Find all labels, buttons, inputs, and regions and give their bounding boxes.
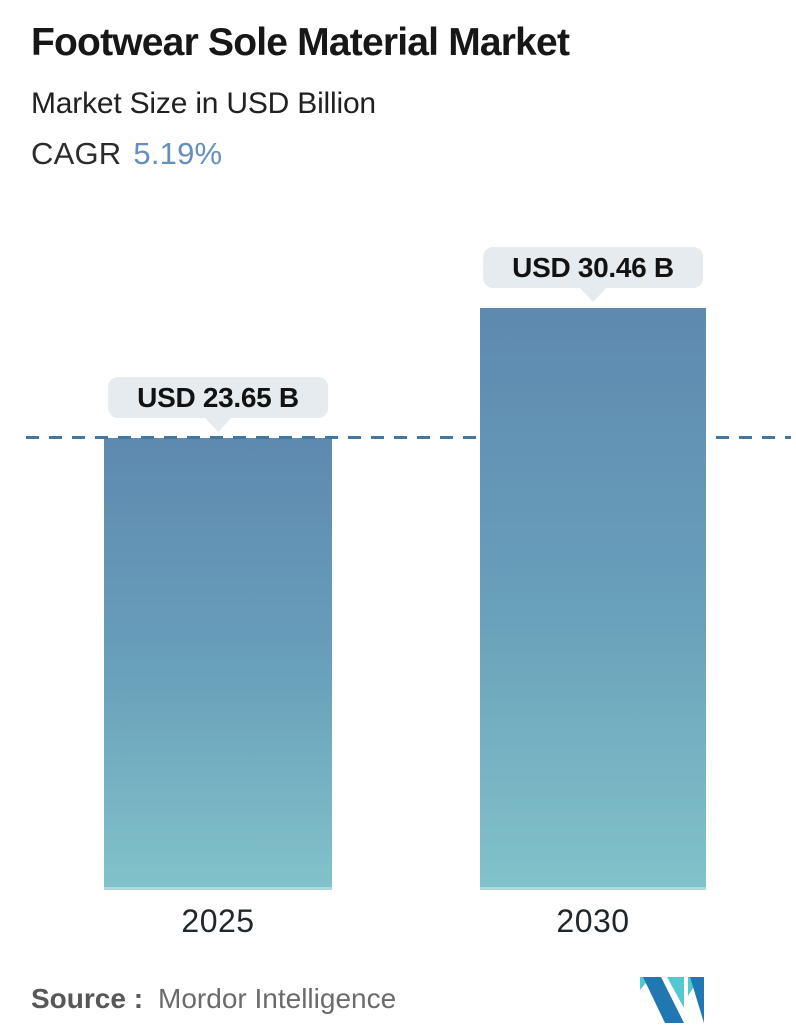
bar-group-2025: USD 23.65 B 2025	[104, 377, 332, 939]
source-label: Source :	[31, 983, 144, 1014]
logo-blue-left-diagonal	[643, 977, 684, 1023]
source-line: Source : Mordor Intelligence	[31, 983, 396, 1015]
cagr-line: CAGR 5.19%	[31, 137, 569, 171]
bar-group-2030: USD 30.46 B 2030	[480, 247, 706, 939]
cagr-value: 5.19%	[133, 136, 223, 172]
bar-2025	[104, 438, 332, 890]
chart-header: Footwear Sole Material Market Market Siz…	[31, 20, 570, 171]
axis-label-2030: 2030	[556, 903, 630, 939]
value-label-2025: USD 23.65 B	[108, 377, 328, 418]
axis-label-2025: 2025	[181, 903, 255, 939]
source-value: Mordor Intelligence	[158, 983, 397, 1014]
page-title: Footwear Sole Material Market	[31, 21, 570, 64]
value-label-2030: USD 30.46 B	[483, 247, 703, 288]
bar-2030	[480, 308, 706, 890]
cagr-label: CAGR	[31, 136, 122, 172]
reference-dashed-line	[26, 436, 791, 439]
logo-blue-right-diagonal	[690, 977, 704, 1023]
chart-subtitle: Market Size in USD Billion	[31, 87, 376, 121]
mordor-intelligence-logo	[640, 977, 704, 1023]
logo-teal-middle-triangle	[667, 977, 684, 1008]
